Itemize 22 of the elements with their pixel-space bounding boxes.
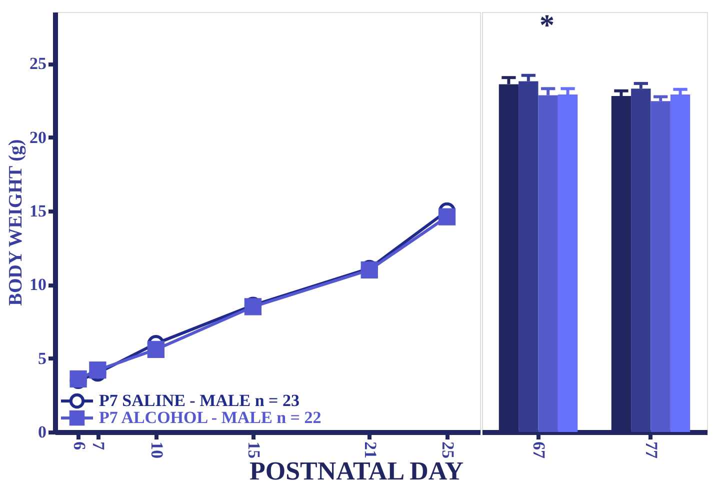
legend-label: P7 SALINE - MALE n = 23 (99, 391, 300, 410)
y-tick-label: 15 (30, 201, 46, 220)
legend-label: P7 ALCOHOL - MALE n = 22 (99, 408, 322, 427)
annotation: * (540, 9, 554, 42)
point (147, 340, 164, 358)
x-tick-label: 21 (360, 442, 380, 458)
point (438, 208, 456, 226)
point (89, 362, 106, 379)
x-tick-label: 67 (529, 442, 548, 459)
y-tick-label: 0 (38, 422, 46, 442)
y-tick-label: 5 (38, 348, 46, 368)
x-tick-label: 15 (244, 442, 264, 458)
y-axis-title: BODY WEIGHT (g) (6, 139, 26, 306)
x-tick-label: 7 (89, 442, 108, 450)
y-tick-label: 25 (30, 54, 46, 74)
x-tick-label: 77 (642, 442, 661, 459)
x-axis-title: POSTNATAL DAY (249, 456, 464, 486)
x-tick-label: 25 (438, 442, 458, 458)
y-tick-label: 20 (30, 128, 46, 147)
x-tick-label: 10 (147, 442, 166, 458)
y-tick-label: 10 (30, 275, 46, 294)
x-tick-label: 6 (70, 442, 89, 450)
